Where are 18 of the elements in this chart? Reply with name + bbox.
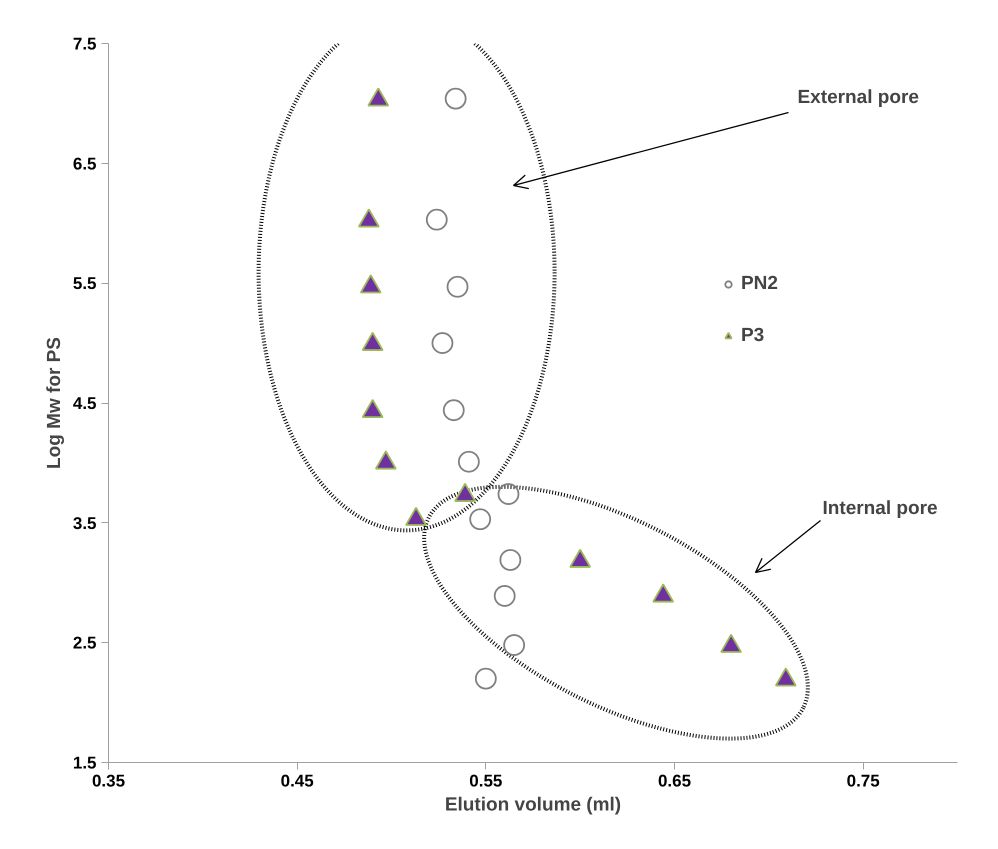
x-tick-label: 0.55 <box>469 772 502 790</box>
x-axis-title: Elution volume (ml) <box>444 794 622 816</box>
x-tick-label: 0.35 <box>92 772 126 790</box>
annotation: Internal pore <box>822 498 938 519</box>
y-tick-label: 7.5 <box>72 34 97 54</box>
x-tick-label: 0.65 <box>658 772 692 790</box>
y-tick-label: 2.5 <box>72 634 97 653</box>
y-axis-title: Log Mw for PS <box>44 337 65 469</box>
annotation: External pore <box>798 87 919 108</box>
x-tick-label: 0.75 <box>846 772 880 790</box>
y-tick-label: 1.5 <box>72 754 97 772</box>
x-tick-label: 0.45 <box>280 772 314 790</box>
legend-label: PN2 <box>741 273 778 295</box>
y-tick-label: 6.5 <box>72 154 97 174</box>
y-tick-label: 3.5 <box>72 514 97 533</box>
y-tick-label: 5.5 <box>72 274 97 294</box>
y-tick-label: 4.5 <box>72 394 97 413</box>
legend-label: P3 <box>741 325 764 347</box>
